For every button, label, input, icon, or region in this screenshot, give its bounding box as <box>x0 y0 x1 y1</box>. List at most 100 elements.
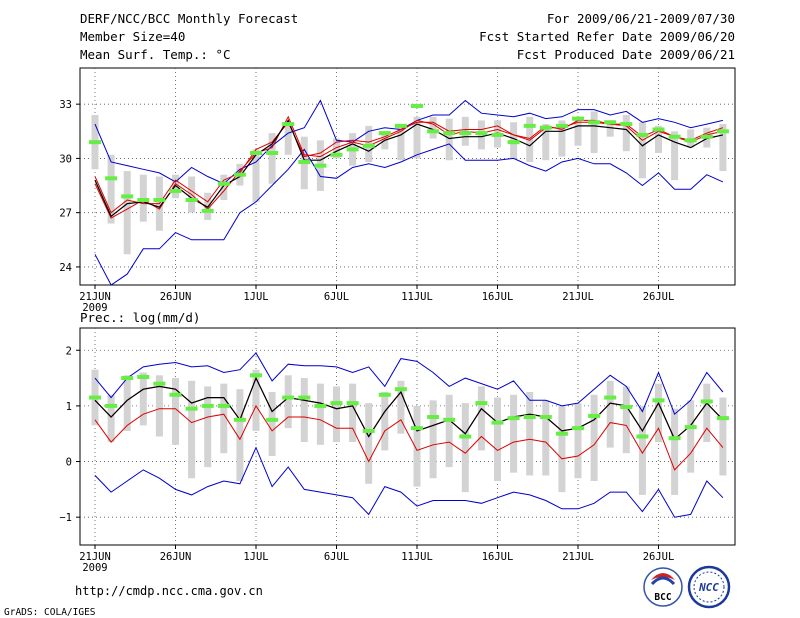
spread-box <box>123 171 131 255</box>
x-tick-label: 1JUL <box>243 551 268 563</box>
observed-marker <box>652 127 665 132</box>
observed-marker <box>539 415 552 420</box>
figure-title: DERF/NCC/BCC Monthly Forecast <box>80 11 298 26</box>
observed-marker <box>443 131 456 136</box>
observed-marker <box>620 405 633 410</box>
produced-date: Fcst Produced Date 2009/06/21 <box>517 47 735 62</box>
x-year-label: 2009 <box>82 302 107 314</box>
x-tick-label: 21JUL <box>562 291 594 303</box>
observed-marker <box>716 416 729 421</box>
observed-marker <box>411 426 423 431</box>
spread-box <box>719 124 727 172</box>
observed-marker <box>427 415 440 420</box>
observed-marker <box>475 131 488 136</box>
footer-url: http://cmdp.ncc.cma.gov.cn <box>75 584 263 598</box>
spread-box <box>252 149 260 202</box>
observed-marker <box>217 181 230 186</box>
spread-box <box>590 111 598 153</box>
observed-marker <box>604 395 617 400</box>
spread-box <box>638 122 646 179</box>
spread-box <box>655 125 662 153</box>
observed-marker <box>555 431 568 436</box>
x-tick-label: 1JUL <box>243 291 268 303</box>
x-tick-label: 26JUN <box>160 291 192 303</box>
spread-box <box>333 138 340 159</box>
x-tick-label: 26JUL <box>643 551 675 563</box>
observed-marker <box>507 416 520 421</box>
observed-marker <box>233 172 246 177</box>
observed-marker <box>217 403 230 408</box>
observed-marker <box>89 140 101 145</box>
observed-marker <box>411 103 423 108</box>
spread-box <box>574 403 582 479</box>
spread-box <box>188 380 196 479</box>
y-tick-label: 0 <box>66 457 72 469</box>
member-size-label: Member Size=40 <box>80 29 185 44</box>
observed-marker <box>539 125 552 130</box>
observed-marker <box>362 143 375 148</box>
observed-marker <box>137 198 150 203</box>
observed-marker <box>620 122 633 127</box>
y-tick-label: 27 <box>59 208 72 220</box>
control-line <box>94 119 724 214</box>
observed-marker <box>443 417 456 422</box>
spread-box <box>252 369 260 431</box>
observed-marker <box>684 138 697 143</box>
observed-marker <box>201 403 214 408</box>
spread-box <box>220 383 228 454</box>
spread-box <box>477 386 485 451</box>
spread-box <box>413 116 421 159</box>
bcc-logo-swirl-blue <box>650 576 676 586</box>
spread-box <box>172 378 179 445</box>
observed-marker <box>330 152 343 157</box>
spread-box <box>638 405 646 495</box>
observed-marker <box>588 120 601 125</box>
temperature-panel: 24 27 30 33 21JUN 26JUN 1JUL 6JUL 11JUL 16JUL 21JU… <box>59 67 736 314</box>
spread-box <box>429 400 437 479</box>
observed-marker <box>427 129 440 134</box>
observed-marker <box>378 131 391 136</box>
spread-box <box>590 394 598 482</box>
y-tick-label: 1 <box>66 401 72 413</box>
x-tick-label: 26JUL <box>643 291 675 303</box>
observed-marker <box>346 401 359 406</box>
spread-box <box>526 116 534 163</box>
spread-box <box>494 397 501 482</box>
spread-box <box>300 378 308 443</box>
spread-box <box>574 116 582 146</box>
observed-marker <box>266 150 279 155</box>
spread-box <box>542 124 550 161</box>
spread-box <box>107 154 115 224</box>
spread-box <box>445 394 453 468</box>
observed-marker <box>185 406 198 411</box>
ensemble-mean-line <box>94 119 724 218</box>
observed-marker <box>491 132 504 137</box>
observed-marker <box>233 417 246 422</box>
observed-marker <box>555 123 568 128</box>
spread-box <box>333 386 340 443</box>
spread-box <box>510 394 518 473</box>
observed-marker <box>636 434 649 439</box>
observed-marker <box>298 395 311 400</box>
ensemble-max-line <box>94 99 724 185</box>
x-tick-label: 6JUL <box>324 291 349 303</box>
spread-box <box>558 120 566 157</box>
observed-marker <box>459 131 472 136</box>
observed-marker <box>298 160 311 165</box>
spread-box <box>655 383 662 443</box>
ensemble-mean-line <box>94 376 724 441</box>
spread-box <box>622 386 630 454</box>
spread-box <box>397 124 405 161</box>
spread-box <box>606 120 614 137</box>
ncc-logo-inner-ring <box>693 571 725 603</box>
y-tick-label: −1 <box>59 512 72 524</box>
observed-marker <box>346 147 359 152</box>
grads-credit: GrADS: COLA/IGES <box>4 607 96 618</box>
observed-marker <box>282 395 295 400</box>
observed-marker <box>282 122 295 127</box>
ensemble-min-line <box>94 143 724 286</box>
observed-marker <box>523 415 536 420</box>
spread-box <box>719 397 727 476</box>
spread-box <box>284 125 292 155</box>
spread-box <box>606 380 614 448</box>
